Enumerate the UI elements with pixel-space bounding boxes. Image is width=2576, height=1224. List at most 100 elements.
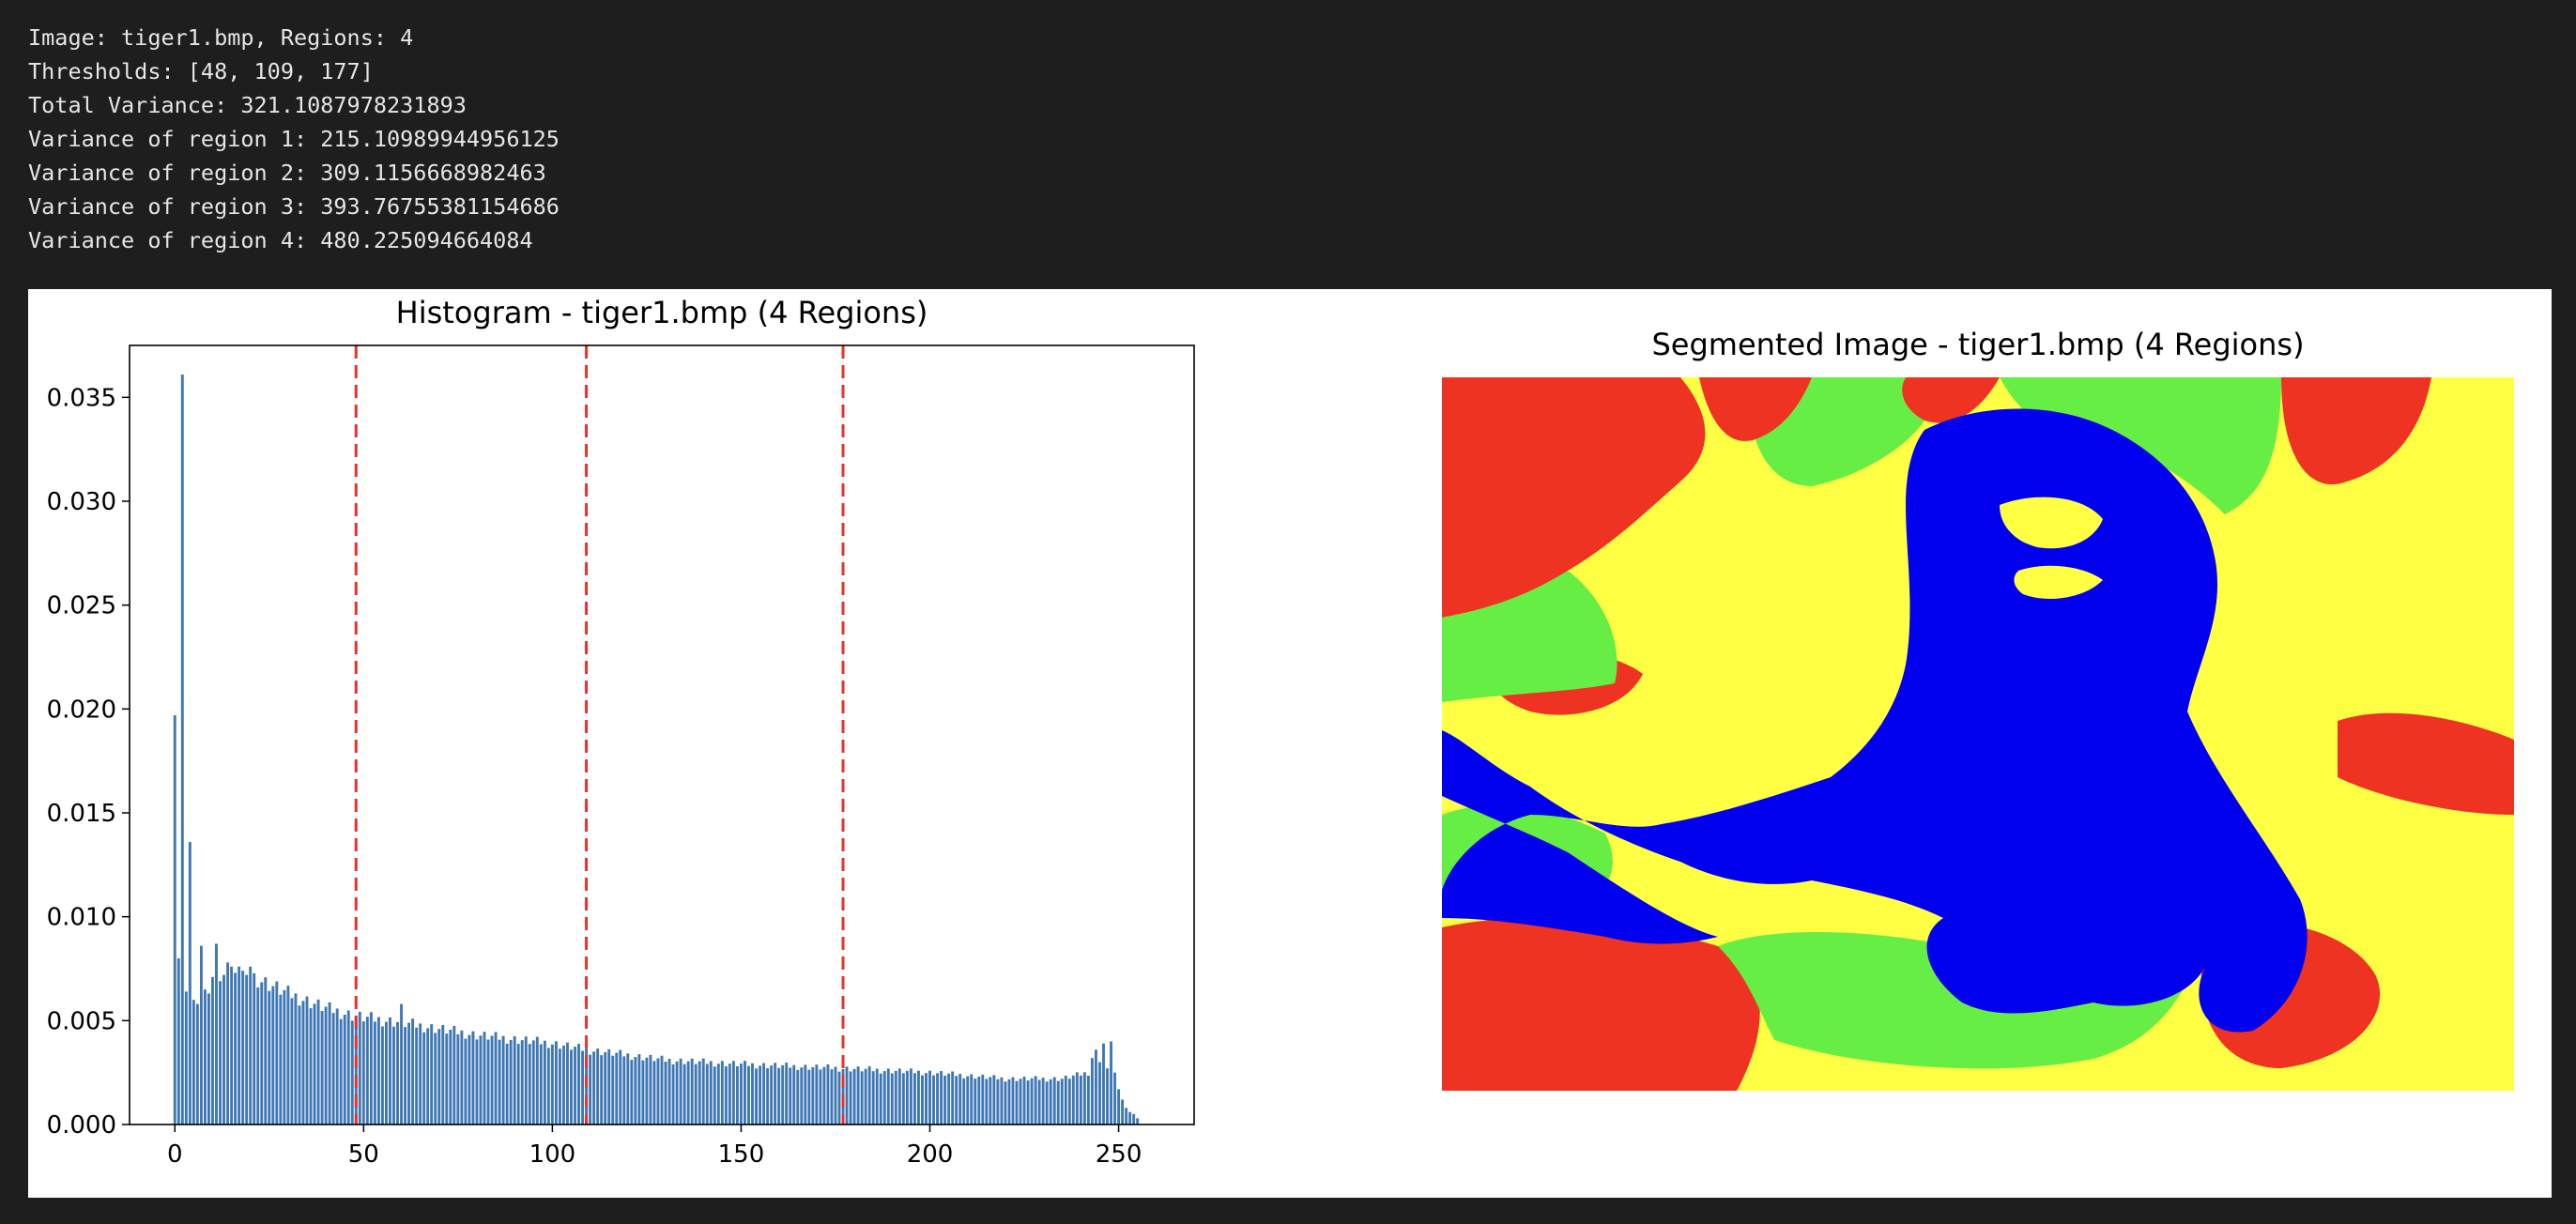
histogram-bars	[173, 374, 1140, 1125]
histogram-bar	[535, 1036, 539, 1125]
histogram-bar	[1045, 1081, 1049, 1125]
y-tick-label: 0.015	[47, 800, 116, 828]
histogram-bar	[671, 1063, 675, 1125]
histogram-bar	[720, 1061, 724, 1125]
histogram-bar	[728, 1063, 731, 1125]
histogram-bar	[589, 1054, 592, 1125]
histogram-bar	[641, 1060, 645, 1125]
histogram-bar	[611, 1055, 615, 1125]
histogram-bar	[709, 1061, 713, 1125]
histogram-bar	[471, 1031, 475, 1125]
histogram-bar	[751, 1063, 754, 1125]
histogram-bar	[682, 1063, 686, 1125]
histogram-bar	[426, 1028, 430, 1125]
histogram-bar	[441, 1025, 445, 1125]
histogram-bar	[649, 1054, 652, 1125]
histogram-bar	[479, 1035, 483, 1125]
console-line-region-2: Variance of region 2: 309.1156668982463	[28, 160, 546, 186]
histogram-bar	[1000, 1077, 1004, 1125]
histogram-bar	[422, 1032, 426, 1125]
histogram-bar	[543, 1040, 546, 1125]
histogram-bar	[219, 981, 222, 1125]
output-figure: Histogram - tiger1.bmp (4 Regions) 0.000…	[28, 289, 2552, 1198]
histogram-bar	[483, 1032, 486, 1125]
histogram-bar	[1125, 1108, 1128, 1125]
histogram-bar	[724, 1066, 728, 1125]
histogram-bar	[335, 1008, 339, 1125]
histogram-bar	[912, 1073, 916, 1125]
y-tick-label: 0.035	[47, 384, 116, 412]
histogram-bar	[966, 1076, 970, 1125]
histogram-bar	[1037, 1079, 1041, 1125]
histogram-bar	[328, 1002, 331, 1125]
histogram-bar	[871, 1071, 875, 1125]
histogram-bar	[468, 1034, 471, 1125]
histogram-bar	[667, 1058, 671, 1125]
x-tick-label: 200	[907, 1140, 954, 1169]
histogram-bar	[554, 1041, 558, 1125]
histogram-bar	[826, 1063, 830, 1125]
histogram-bar	[369, 1012, 373, 1125]
histogram-bar	[713, 1066, 716, 1125]
x-tick-label: 0	[167, 1140, 183, 1169]
segmented-image-title: Segmented Image - tiger1.bmp (4 Regions)	[1651, 327, 2304, 362]
histogram-bar	[380, 1026, 384, 1125]
histogram-bar	[505, 1043, 509, 1125]
segmented-tiger-image	[1442, 377, 2514, 1091]
histogram-bar	[188, 841, 192, 1125]
histogram-bar	[546, 1048, 550, 1125]
histogram-bar	[238, 966, 241, 1125]
histogram-bar	[1052, 1077, 1056, 1125]
histogram-bar	[301, 1001, 305, 1125]
x-tick-label: 250	[1096, 1140, 1142, 1169]
histogram-bar	[581, 1050, 585, 1125]
histogram-bar	[932, 1075, 935, 1125]
histogram-bar	[962, 1078, 966, 1125]
histogram-bar	[1110, 1041, 1112, 1125]
histogram-bar	[230, 966, 234, 1125]
histogram-bar	[705, 1063, 709, 1125]
histogram-bar	[192, 1000, 195, 1125]
histogram-bar	[690, 1058, 694, 1125]
histogram-bar	[207, 993, 210, 1125]
histogram-bar	[766, 1067, 770, 1125]
histogram-bar	[460, 1030, 464, 1125]
histogram-bar	[856, 1066, 860, 1125]
histogram-bar	[675, 1061, 679, 1125]
histogram-bar	[268, 990, 271, 1125]
histogram-bar	[909, 1068, 912, 1125]
histogram-bar	[226, 962, 230, 1125]
histogram-bar	[792, 1064, 796, 1125]
histogram-bar	[596, 1048, 600, 1125]
histogram-bar	[290, 998, 294, 1125]
histogram-bar	[501, 1035, 505, 1125]
histogram-bar	[396, 1021, 399, 1125]
histogram-bar	[298, 1005, 301, 1125]
histogram-bar	[1019, 1079, 1022, 1125]
histogram-bar	[600, 1055, 604, 1125]
histogram-bar	[430, 1024, 434, 1125]
histogram-bar	[1007, 1079, 1011, 1125]
y-tick-label: 0.000	[47, 1111, 116, 1140]
histogram-bar	[445, 1033, 449, 1125]
histogram-bar	[358, 1011, 361, 1125]
histogram-bar	[365, 1017, 369, 1125]
histogram-bar	[947, 1073, 951, 1125]
histogram-bar	[656, 1058, 660, 1125]
histogram-bar	[1121, 1099, 1125, 1125]
histogram-bar	[376, 1017, 380, 1125]
histogram-bar	[815, 1064, 819, 1125]
threshold-lines	[354, 345, 845, 1125]
histogram-bar	[989, 1077, 992, 1125]
histogram-bar	[664, 1062, 667, 1125]
histogram-bar	[852, 1068, 856, 1125]
histogram-bar	[879, 1073, 882, 1125]
histogram-bar	[509, 1039, 513, 1125]
histogram-bar	[524, 1036, 528, 1125]
histogram-bar	[173, 714, 176, 1125]
histogram-bar	[531, 1040, 535, 1125]
histogram-bar	[415, 1027, 419, 1125]
histogram-bar	[837, 1071, 841, 1125]
histogram-bar	[901, 1073, 905, 1125]
y-tick-label: 0.030	[47, 488, 116, 516]
